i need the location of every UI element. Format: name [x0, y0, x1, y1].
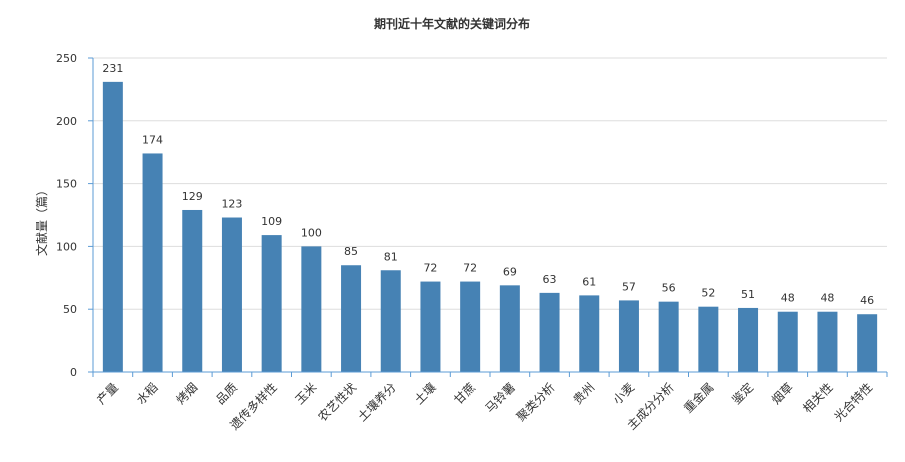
data-label: 100	[301, 226, 322, 239]
x-tick-label: 土壤养分	[354, 380, 399, 425]
bar	[618, 300, 639, 372]
y-tick-label: 200	[56, 115, 77, 128]
x-tick-label: 重金属	[680, 380, 716, 416]
x-tick-label: 玉米	[293, 380, 320, 407]
bar	[738, 307, 759, 372]
x-tick-label: 烤烟	[173, 380, 201, 408]
bar	[301, 246, 322, 372]
x-tick-label: 产量	[94, 380, 121, 407]
x-tick-label: 鉴定	[729, 380, 757, 408]
bar	[102, 81, 123, 372]
data-label: 52	[701, 287, 715, 300]
data-label: 109	[261, 215, 282, 228]
x-tick-label: 水稻	[134, 380, 161, 407]
bar	[658, 301, 679, 372]
data-label: 51	[741, 288, 755, 301]
data-label: 81	[384, 250, 398, 263]
bar	[817, 311, 838, 372]
y-tick-label: 250	[56, 52, 77, 65]
data-label: 72	[463, 262, 477, 275]
value-labels: 231 174 129 123 109 100 85 81 72 72 69 63 61 57 56 52 51…	[102, 62, 874, 307]
x-tick-label: 马铃薯	[482, 380, 518, 416]
bars	[102, 81, 878, 372]
data-label: 129	[182, 190, 203, 203]
x-tick-label: 聚类分析	[514, 380, 558, 424]
bar	[380, 270, 401, 372]
data-label: 231	[102, 62, 123, 75]
x-tick-label: 品质	[213, 380, 240, 407]
data-label: 56	[662, 282, 676, 295]
bar	[857, 314, 878, 372]
bar	[182, 209, 203, 372]
x-tick-label: 光合特性	[831, 380, 876, 425]
bar	[420, 281, 441, 372]
x-tick-label: 土壤	[411, 380, 439, 408]
data-label: 174	[142, 133, 163, 146]
x-tick-label: 甘蔗	[451, 380, 478, 407]
bar	[341, 265, 362, 372]
data-label: 72	[423, 262, 437, 275]
data-label: 48	[781, 292, 795, 305]
data-label: 46	[860, 294, 874, 307]
x-tick-label: 相关性	[800, 380, 835, 415]
x-tick-label: 农艺性状	[315, 380, 359, 424]
bar	[777, 311, 798, 372]
y-tick-label: 100	[56, 240, 77, 253]
bar	[142, 153, 163, 372]
data-label: 63	[543, 273, 557, 286]
bar	[539, 292, 560, 372]
data-label: 123	[221, 198, 242, 211]
bar	[460, 281, 481, 372]
bar	[579, 295, 600, 372]
data-label: 85	[344, 245, 358, 258]
gridlines	[93, 57, 887, 310]
bar	[499, 285, 520, 372]
data-label: 69	[503, 265, 517, 278]
chart-title: 期刊近十年文献的关键词分布	[374, 16, 530, 31]
data-label: 57	[622, 280, 636, 293]
y-tick-label: 50	[63, 303, 77, 316]
y-tick-label: 150	[56, 178, 77, 191]
bar	[698, 306, 719, 372]
x-tick-label: 小麦	[610, 380, 637, 407]
x-tick-label: 贵州	[570, 380, 597, 407]
bar	[221, 217, 242, 372]
x-tick-label: 烟草	[769, 380, 796, 407]
y-tick-label: 0	[70, 366, 77, 379]
data-label: 48	[820, 292, 834, 305]
data-label: 61	[582, 275, 596, 288]
y-axis-label: 文献量（篇）	[34, 184, 49, 256]
bar	[261, 235, 282, 372]
